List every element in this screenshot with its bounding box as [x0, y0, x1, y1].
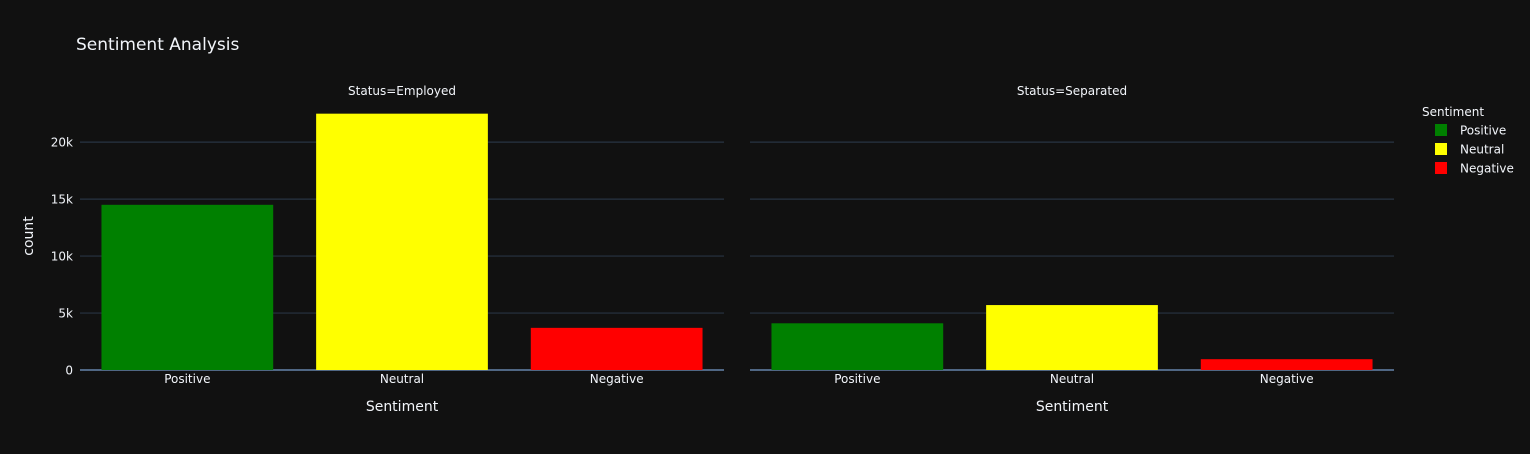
bar-neutral[interactable] [316, 113, 488, 370]
legend-item-neutral[interactable]: Neutral [1435, 143, 1504, 157]
x-tick-label: Positive [164, 372, 210, 386]
legend-swatch [1435, 124, 1447, 136]
y-tick-label: 0 [65, 364, 73, 378]
legend-item-positive[interactable]: Positive [1435, 124, 1506, 138]
legend: Positive Neutral Negative [1435, 124, 1514, 176]
x-tick-label: Negative [590, 372, 644, 386]
x-tick-label: Negative [1260, 372, 1314, 386]
labels-layer: 0 5k 10k 15k 20k Status=Employed Positive Neutr… [51, 84, 1314, 415]
bar-neutral[interactable] [986, 305, 1158, 370]
bar-positive[interactable] [101, 204, 274, 370]
y-axis-title: count [21, 216, 37, 256]
legend-label: Positive [1460, 124, 1506, 138]
facet-title: Status=Employed [348, 84, 456, 98]
x-axis-title: Sentiment [1036, 399, 1109, 415]
chart-title: Sentiment Analysis [76, 35, 239, 55]
bar-positive[interactable] [771, 323, 944, 370]
x-tick-label: Neutral [1050, 372, 1094, 386]
y-tick-label: 5k [58, 307, 73, 321]
x-tick-label: Positive [834, 372, 880, 386]
facet-title: Status=Separated [1017, 84, 1127, 98]
bars-layer [101, 113, 1373, 370]
grid-layer [80, 141, 1394, 371]
y-tick-label: 20k [51, 136, 73, 150]
legend-title: Sentiment [1422, 105, 1484, 119]
x-axis-title: Sentiment [366, 399, 439, 415]
legend-swatch [1435, 162, 1447, 174]
legend-item-negative[interactable]: Negative [1435, 162, 1514, 176]
legend-swatch [1435, 143, 1447, 155]
y-tick-label: 10k [51, 250, 73, 264]
legend-label: Negative [1460, 162, 1514, 176]
bar-negative[interactable] [530, 327, 703, 370]
y-tick-label: 15k [51, 193, 73, 207]
legend-label: Neutral [1460, 143, 1504, 157]
x-tick-label: Neutral [380, 372, 424, 386]
bar-negative[interactable] [1200, 359, 1373, 370]
